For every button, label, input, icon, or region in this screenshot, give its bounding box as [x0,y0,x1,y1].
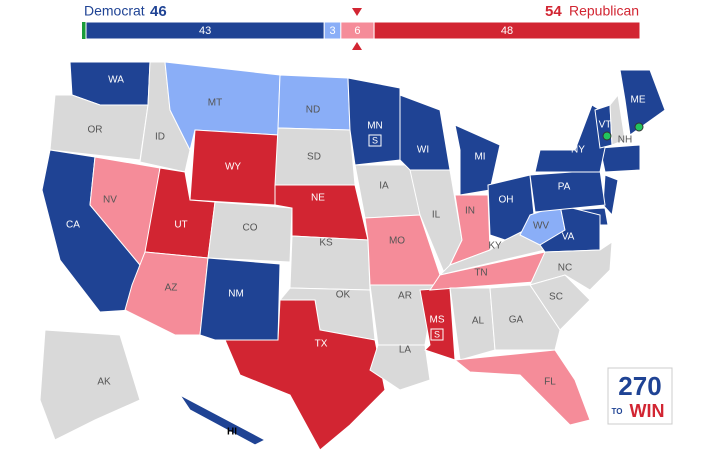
state-label: FL [544,377,556,388]
state-label: PA [558,182,571,193]
state-shape [39,329,141,441]
state-label: AK [97,377,111,388]
rep-total: 54 [545,3,562,20]
segment-label: 6 [354,25,360,37]
independent-dot [634,122,644,132]
state-label: KY [488,241,502,252]
independent-dot [602,131,612,141]
state-label: UT [174,220,187,231]
state-shape [454,124,501,196]
state-label: WV [533,221,549,232]
state-label: MT [208,98,222,109]
state-label: OH [499,195,514,206]
state-label: GA [509,315,524,326]
segment-label: 43 [199,25,211,37]
seat-bar: 43 3 6 48 [85,21,641,40]
state-label: WY [225,162,241,173]
state-label: MS [430,315,445,326]
state-shape [453,349,591,426]
state-shape [207,201,293,263]
independent-dots [602,122,644,141]
special-box [430,328,444,341]
state-label: IA [379,181,389,192]
logo-win: WIN [630,401,665,421]
state-label: SD [307,152,321,163]
state-label: NV [103,195,117,206]
state-label: OK [336,290,351,301]
dem-label: Democrat [84,3,145,19]
state-label: CA [66,220,80,231]
state-label: VA [562,232,575,243]
segment-label: 3 [329,25,335,37]
state-label: HI [227,427,237,438]
independent-strip [82,22,86,39]
dem-total: 46 [150,3,167,20]
state-label: MO [389,236,405,247]
state-label: OR [88,125,103,136]
state-label: IN [465,206,475,217]
state-label: ND [306,105,320,116]
segment-label: 48 [501,25,513,37]
state-shape [487,174,536,241]
arrow-up [352,42,362,50]
us-map [39,61,666,451]
state-label: LA [399,345,412,356]
state-shape [179,394,267,446]
state-shape [347,77,401,166]
state-label: ID [155,132,165,143]
special-box [368,134,382,147]
state-label: NY [571,145,585,156]
state-label: NM [228,289,244,300]
state-shape [534,104,606,173]
state-label: CO [243,223,258,234]
special-marker: S [434,329,440,339]
state-shape [224,299,386,451]
logo: 270 TO WIN [607,367,673,425]
logo-box [607,367,673,425]
state-label: MN [367,121,383,132]
state-shape [369,344,431,391]
state-label: IL [432,210,441,221]
state-shape [399,94,451,171]
bar-segment [373,21,641,40]
state-label: NC [558,263,572,274]
state-label: AR [398,291,412,302]
state-label: MI [474,152,485,163]
special-marker: S [372,135,378,145]
state-label: ME [631,95,646,106]
state-label: TN [474,268,487,279]
state-shape [609,93,626,146]
state-shape [489,284,561,351]
rep-label: Republican [569,3,639,19]
state-label: AL [472,316,485,327]
state-label: VT [599,120,612,131]
state-label: NE [311,193,325,204]
state-shape [619,69,666,136]
state-label: WA [108,75,124,86]
logo-to: TO [612,407,623,416]
state-label: WI [417,145,429,156]
state-shape [599,144,641,173]
state-label: NH [618,135,632,146]
state-label: KS [319,238,333,249]
state-label: AZ [165,283,178,294]
state-label: TX [315,339,328,350]
arrow-down [352,8,362,16]
logo-number: 270 [618,371,661,401]
state-label: SC [549,292,563,303]
state-shape [277,74,351,131]
